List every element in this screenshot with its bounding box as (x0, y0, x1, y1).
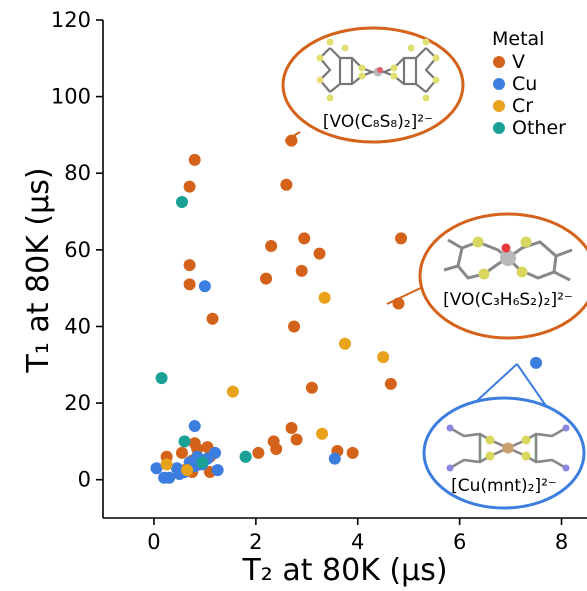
x-tick-label: 4 (351, 530, 364, 554)
data-point-cr (160, 458, 173, 471)
y-ticks: 0 20 40 60 80 100 120 (51, 8, 103, 492)
legend-marker-v (493, 56, 505, 68)
data-point-v (188, 153, 201, 166)
y-tick-label: 0 (78, 468, 91, 492)
data-point-cu (188, 420, 201, 433)
callout-label-vo-c3h6s2: [VO(C₃H₆S₂)₂]²⁻ (443, 290, 573, 310)
y-tick-label: 40 (64, 314, 91, 338)
legend-label-other: Other (512, 117, 566, 139)
data-point-other (178, 435, 191, 448)
data-point-other (175, 195, 188, 208)
x-tick-label: 2 (249, 530, 262, 554)
data-point-cr (318, 291, 331, 304)
legend-label-v: V (512, 51, 525, 73)
data-point-other (196, 456, 209, 469)
legend-marker-cr (493, 100, 505, 112)
y-axis-label: T₁ at 80K (μs) (21, 167, 56, 373)
data-point-v (298, 232, 311, 245)
molecule-cu-mnt-icon (446, 424, 570, 472)
y-tick-label: 120 (51, 8, 91, 32)
molecule-vo-c8s8-icon (316, 38, 440, 102)
callout-vo-c3h6s2: [VO(C₃H₆S₂)₂]²⁻ (418, 212, 587, 340)
y-tick-label: 20 (64, 391, 91, 415)
data-point-v (183, 180, 196, 193)
data-point-v (384, 377, 397, 390)
data-point-v (270, 443, 283, 456)
callout-label-vo-c8s8: [VO(C₈S₈)₂]²⁻ (323, 112, 433, 132)
data-point-v (313, 247, 326, 260)
y-tick-label: 100 (51, 85, 91, 109)
data-point-v (290, 433, 303, 446)
data-point-v (183, 278, 196, 291)
legend-label-cr: Cr (512, 95, 533, 117)
data-point-v (285, 134, 298, 147)
x-tick-label: 6 (453, 530, 466, 554)
data-point-cr (181, 464, 194, 477)
x-tick-label: 0 (147, 530, 160, 554)
callout-cu-mnt: [Cu(mnt)₂]²⁻ (422, 396, 586, 510)
data-point-v (392, 297, 405, 310)
legend-title: Metal (492, 28, 544, 50)
data-point-v (295, 264, 308, 277)
data-point-cu (150, 462, 163, 475)
axes (102, 20, 587, 519)
data-point-v (305, 381, 318, 394)
data-point-v (288, 320, 301, 333)
x-tick-label: 8 (555, 530, 568, 554)
data-point-cu (328, 452, 341, 465)
molecule-vo-c3h6s2-icon (443, 236, 573, 282)
data-point-v (280, 178, 293, 191)
callout-ellipse (422, 396, 586, 510)
data-point-cu (530, 356, 543, 369)
legend-marker-cu (493, 78, 505, 90)
callout-vo-c8s8: [VO(C₈S₈)₂]²⁻ (281, 26, 465, 144)
data-point-cr (377, 351, 390, 364)
data-point-other (239, 450, 252, 463)
data-point-cu (198, 280, 211, 293)
legend-label-cu: Cu (512, 73, 537, 95)
data-point-v (183, 259, 196, 272)
x-axis-label: T₂ at 80K (μs) (241, 553, 447, 588)
data-point-cr (339, 337, 351, 350)
data-point-cu (163, 471, 176, 484)
x-ticks: 0 2 4 6 8 (147, 518, 568, 554)
data-point-cu (211, 464, 224, 477)
data-point-v (285, 421, 298, 434)
data-point-cr (316, 427, 329, 440)
y-tick-label: 60 (64, 238, 91, 262)
y-tick-label: 80 (64, 161, 91, 185)
data-point-other (155, 372, 168, 385)
callout-label-cu-mnt: [Cu(mnt)₂]²⁻ (451, 476, 557, 496)
data-point-v (260, 272, 273, 285)
data-point-cr (226, 385, 239, 398)
data-point-v (346, 446, 359, 459)
data-point-v (265, 240, 278, 253)
legend-marker-other (493, 122, 505, 134)
data-point-v (395, 232, 408, 245)
data-point-v (206, 312, 219, 325)
data-point-v (252, 446, 265, 459)
data-points (150, 134, 543, 484)
data-point-v (175, 446, 188, 459)
